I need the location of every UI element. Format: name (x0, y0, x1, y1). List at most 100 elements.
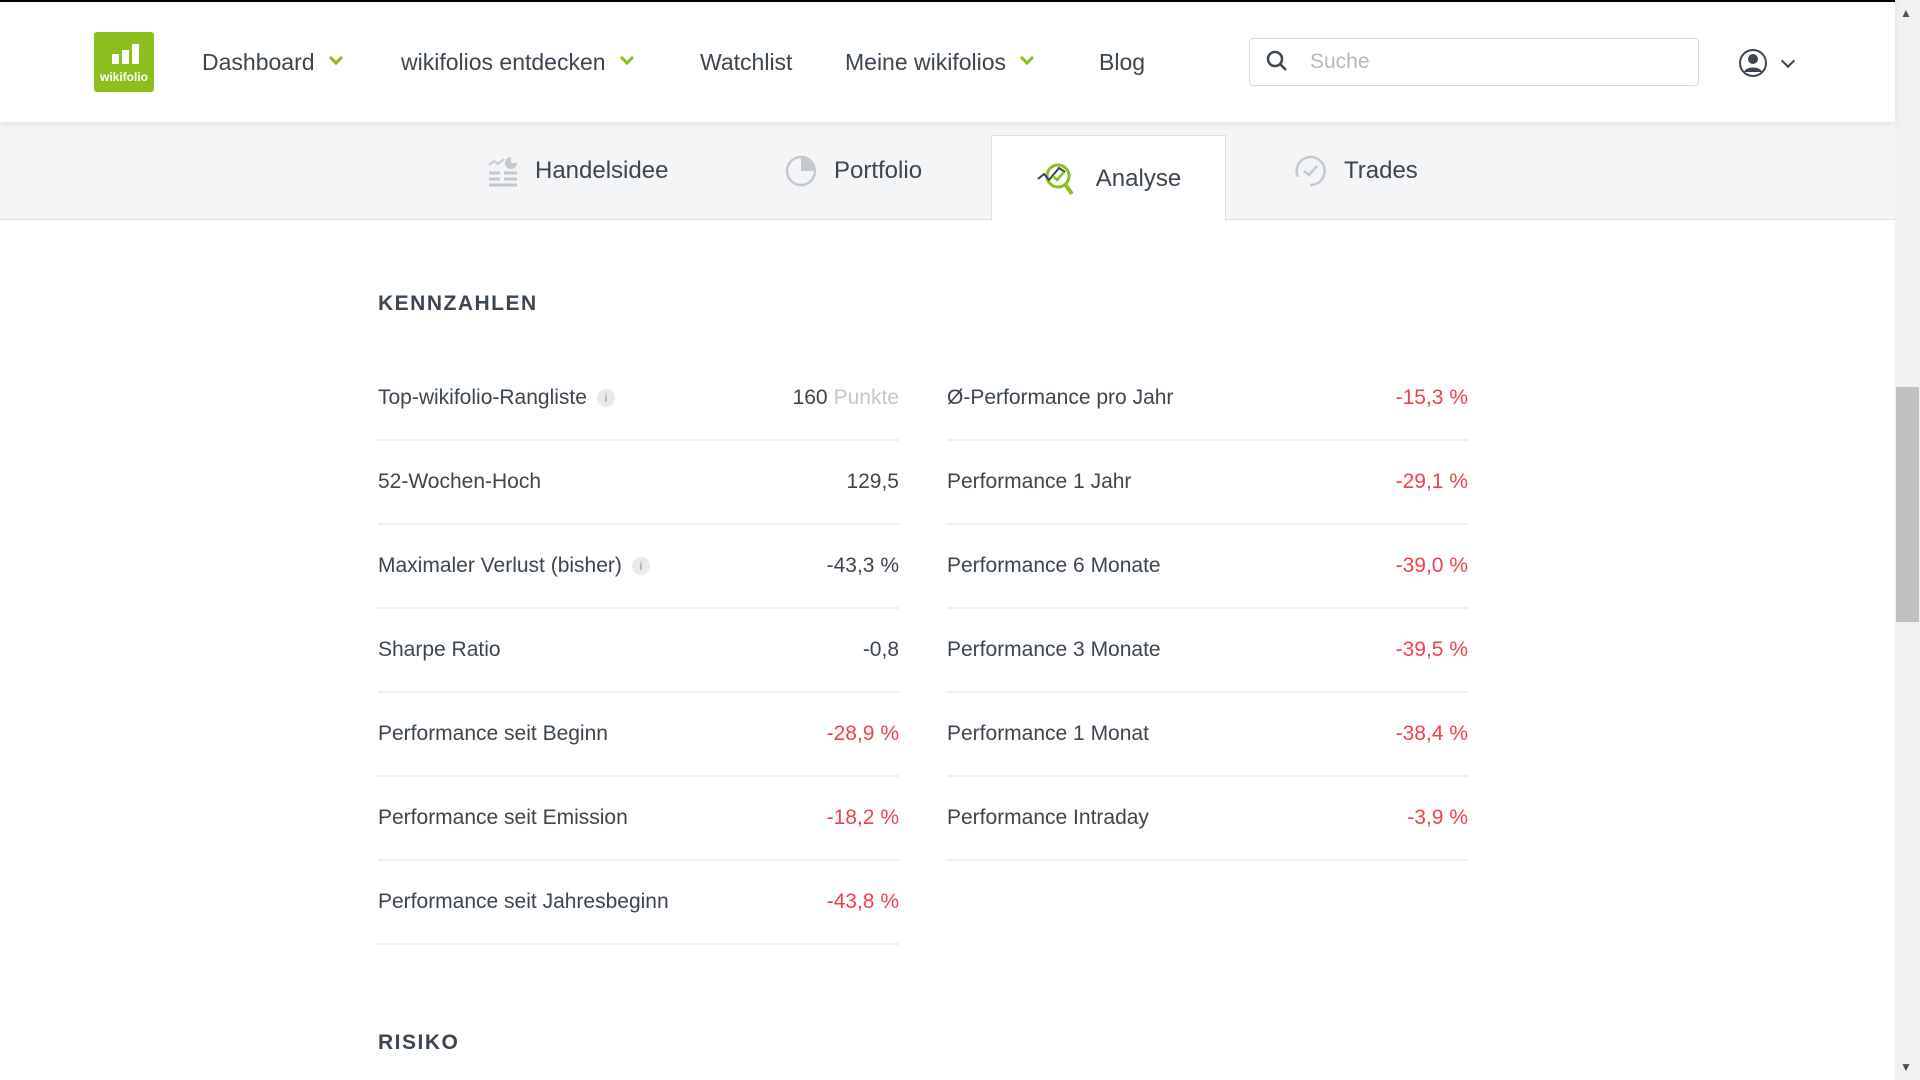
metric-label: Performance 6 Monate (947, 554, 1161, 578)
metric-label-text: Performance seit Jahresbeginn (378, 890, 669, 913)
metric-value-wrap: -29,1 % (1396, 470, 1468, 494)
nav-label: Watchlist (700, 48, 793, 75)
info-icon[interactable]: i (631, 557, 650, 576)
metric-row: Performance 6 Monate -39,0 % (947, 525, 1468, 609)
tab-bar: Handelsidee Portfolio Analyse Trades (0, 122, 1895, 221)
nav-label: Blog (1099, 48, 1146, 75)
scrollbar-thumb[interactable] (1896, 387, 1919, 622)
metric-label: Top-wikifolio-Rangliste i (378, 386, 615, 410)
metric-label: Performance seit Emission (378, 806, 628, 830)
scroll-down-icon[interactable]: ▼ (1900, 1060, 1912, 1074)
metric-label-text: Performance 3 Monate (947, 638, 1161, 661)
metric-row: Performance seit Jahresbeginn -43,8 % (378, 861, 899, 945)
metric-label: Performance seit Beginn (378, 722, 608, 746)
search-icon (1266, 50, 1287, 71)
info-icon[interactable]: i (596, 389, 615, 408)
metric-label-text: Performance seit Emission (378, 806, 628, 829)
tab-label: Analyse (1095, 164, 1182, 192)
header: wikifolio Dashboard wikifolios entdecken… (0, 2, 1895, 122)
nav-label: Dashboard (202, 48, 315, 75)
nav-meine-wikifolios[interactable]: Meine wikifolios (845, 2, 1035, 122)
metric-label: Performance Intraday (947, 806, 1149, 830)
metric-row: Performance 1 Jahr -29,1 % (947, 441, 1468, 525)
metric-label: Maximaler Verlust (bisher) i (378, 554, 650, 578)
chevron-down-icon (1019, 50, 1035, 66)
metric-label: Ø-Performance pro Jahr (947, 386, 1173, 410)
trades-check-icon (1295, 155, 1326, 187)
tab-portfolio[interactable]: Portfolio (784, 122, 922, 220)
metric-label-text: Sharpe Ratio (378, 638, 501, 661)
metric-value-wrap: 160 Punkte (793, 386, 899, 410)
nav-label: Meine wikifolios (845, 48, 1007, 75)
metric-row: Ø-Performance pro Jahr -15,3 % (947, 357, 1468, 441)
metric-label-text: Top-wikifolio-Rangliste (378, 386, 587, 409)
kennzahlen-left-column: Top-wikifolio-Rangliste i 160 Punkte 52-Woch… (378, 357, 899, 945)
logo-bars-icon (112, 44, 139, 64)
metric-value-wrap: -38,4 % (1396, 722, 1468, 746)
window-top-border (0, 0, 1920, 2)
metric-label: Performance seit Jahresbeginn (378, 890, 669, 914)
user-avatar-icon[interactable] (1738, 48, 1768, 78)
nav-wikifolios-entdecken[interactable]: wikifolios entdecken (401, 2, 634, 122)
metric-row: Maximaler Verlust (bisher) i -43,3 % (378, 525, 899, 609)
metric-label-text: 52-Wochen-Hoch (378, 470, 542, 493)
metric-value-wrap: -39,0 % (1396, 554, 1468, 578)
metric-value: 129,5 (846, 470, 899, 493)
metric-value-wrap: -3,9 % (1407, 806, 1468, 830)
metric-value-wrap: 129,5 (846, 470, 899, 494)
metric-value: -15,3 % (1395, 386, 1468, 409)
metric-value-wrap: -0,8 (863, 638, 899, 662)
metric-value: -39,0 % (1395, 554, 1468, 577)
nav-label: wikifolios entdecken (401, 48, 606, 75)
metric-label-text: Performance 6 Monate (947, 554, 1161, 577)
metric-unit: Punkte (833, 386, 899, 409)
metric-row: Performance 3 Monate -39,5 % (947, 609, 1468, 693)
tab-trades[interactable]: Trades (1292, 122, 1418, 220)
nav-watchlist[interactable]: Watchlist (700, 2, 792, 122)
trading-idea-icon (488, 157, 517, 187)
analysis-magnifier-icon (1037, 163, 1074, 195)
metric-value: -0,8 (862, 638, 899, 661)
pie-chart-icon (785, 155, 817, 187)
wikifolio-logo[interactable]: wikifolio (94, 32, 154, 92)
metric-label: Sharpe Ratio (378, 638, 501, 662)
logo-text: wikifolio (100, 70, 148, 84)
metric-value: -38,4 % (1395, 722, 1468, 745)
metric-value-wrap: -18,2 % (827, 806, 899, 830)
tab-label: Portfolio (834, 157, 923, 184)
metric-value: -39,5 % (1395, 638, 1468, 661)
metric-label: Performance 3 Monate (947, 638, 1161, 662)
section-title-risiko: RISIKO (378, 1031, 460, 1054)
metric-value-wrap: -15,3 % (1396, 386, 1468, 410)
nav-dashboard[interactable]: Dashboard (202, 2, 343, 122)
tab-label: Handelsidee (535, 157, 669, 184)
tab-analyse[interactable]: Analyse (991, 135, 1226, 221)
chevron-down-icon (619, 50, 634, 66)
metric-row: Performance seit Beginn -28,9 % (378, 693, 899, 777)
metric-value: -43,8 % (826, 890, 899, 913)
search-box[interactable] (1249, 38, 1699, 86)
metric-value: -43,3 % (826, 554, 899, 577)
metric-value-wrap: -43,3 % (827, 554, 899, 578)
metric-row: Top-wikifolio-Rangliste i 160 Punkte (378, 357, 899, 441)
metric-label-text: Performance Intraday (947, 806, 1149, 829)
metric-row: Performance 1 Monat -38,4 % (947, 693, 1468, 777)
metric-value: -29,1 % (1395, 470, 1468, 493)
scroll-up-icon[interactable]: ▲ (1900, 6, 1912, 20)
metric-value-wrap: -28,9 % (827, 722, 899, 746)
metric-value: 160 (792, 386, 828, 409)
user-menu-chevron-icon[interactable] (1780, 53, 1796, 69)
metric-row: 52-Wochen-Hoch 129,5 (378, 441, 899, 525)
metric-value: -18,2 % (826, 806, 899, 829)
metric-label: Performance 1 Jahr (947, 470, 1131, 494)
section-title-kennzahlen: KENNZAHLEN (378, 292, 538, 315)
search-input[interactable] (1310, 50, 1680, 74)
metric-label: 52-Wochen-Hoch (378, 470, 541, 494)
metric-value-wrap: -43,8 % (827, 890, 899, 914)
tab-handelsidee[interactable]: Handelsidee (487, 122, 668, 220)
metric-label-text: Maximaler Verlust (bisher) (378, 554, 622, 577)
metric-value-wrap: -39,5 % (1396, 638, 1468, 662)
metric-label-text: Performance seit Beginn (378, 722, 608, 745)
nav-blog[interactable]: Blog (1099, 2, 1145, 122)
metric-label-text: Performance 1 Monat (947, 722, 1149, 745)
